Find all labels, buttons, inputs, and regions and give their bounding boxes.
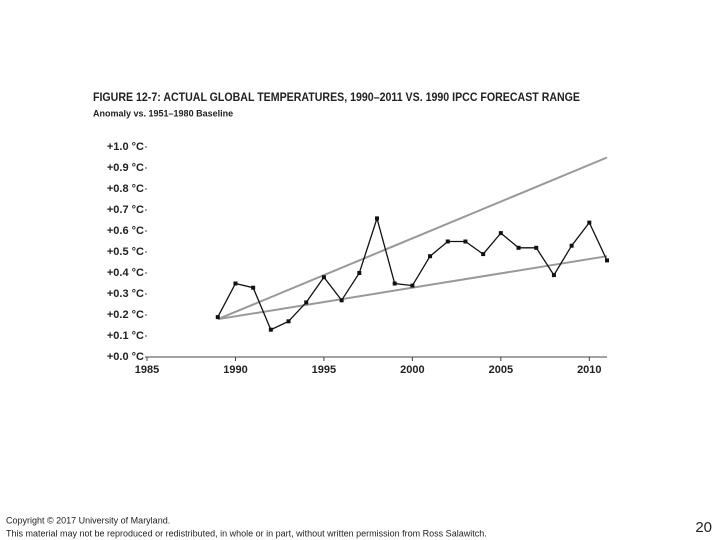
y-tick-label: +0.1 °C (107, 330, 144, 342)
data-point (605, 258, 609, 263)
data-point (410, 283, 415, 288)
chart-title: FIGURE 12-7: ACTUAL GLOBAL TEMPERATURES,… (93, 92, 580, 104)
data-point (534, 245, 539, 250)
data-point (445, 239, 450, 244)
x-tick-label: 1985 (135, 364, 159, 376)
y-tick-label: +0.6 °C (107, 225, 144, 237)
series-line (217, 216, 608, 331)
data-point (268, 327, 273, 332)
data-point (375, 216, 379, 221)
y-tick-label: +0.3 °C (107, 288, 144, 300)
x-tick-label: 2010 (577, 364, 601, 376)
data-point (321, 275, 326, 280)
data-point (463, 239, 468, 244)
data-point (251, 285, 256, 290)
page-number: 20 (695, 519, 712, 536)
x-tick-label: 2000 (400, 364, 424, 376)
y-tick-label: +0.5 °C (107, 246, 144, 258)
copyright: Copyright © 2017 University of Maryland. (6, 515, 170, 525)
data-point (551, 273, 556, 278)
x-tick-label: 2005 (489, 364, 513, 376)
data-point (357, 271, 362, 275)
data-point (392, 281, 397, 286)
data-point (428, 254, 433, 259)
data-point (498, 231, 503, 236)
data-point (339, 298, 344, 303)
y-tick-label: +0.2 °C (107, 309, 144, 321)
notice: This material may not be reproduced or r… (6, 528, 487, 538)
y-tick-label: +0.4 °C (107, 267, 144, 279)
data-point (233, 281, 238, 286)
x-tick-label: 1995 (312, 364, 336, 376)
data-point (481, 252, 486, 257)
chart-subtitle: Anomaly vs. 1951–1980 Baseline (93, 108, 233, 118)
data-point (215, 315, 220, 320)
y-tick-label: +1.0 °C (107, 141, 144, 153)
x-tick-label: 1990 (223, 364, 247, 376)
y-tick-label: +0.7 °C (107, 204, 144, 216)
data-point (587, 220, 592, 225)
y-tick-label: +0.0 °C (107, 351, 144, 363)
data-point (304, 300, 309, 305)
data-point (569, 243, 574, 248)
data-point (516, 245, 521, 250)
series-line (217, 156, 608, 321)
series-line (217, 255, 608, 321)
y-tick-label: +0.8 °C (107, 183, 144, 195)
data-point (286, 319, 291, 324)
y-tick-label: +0.9 °C (107, 162, 144, 174)
